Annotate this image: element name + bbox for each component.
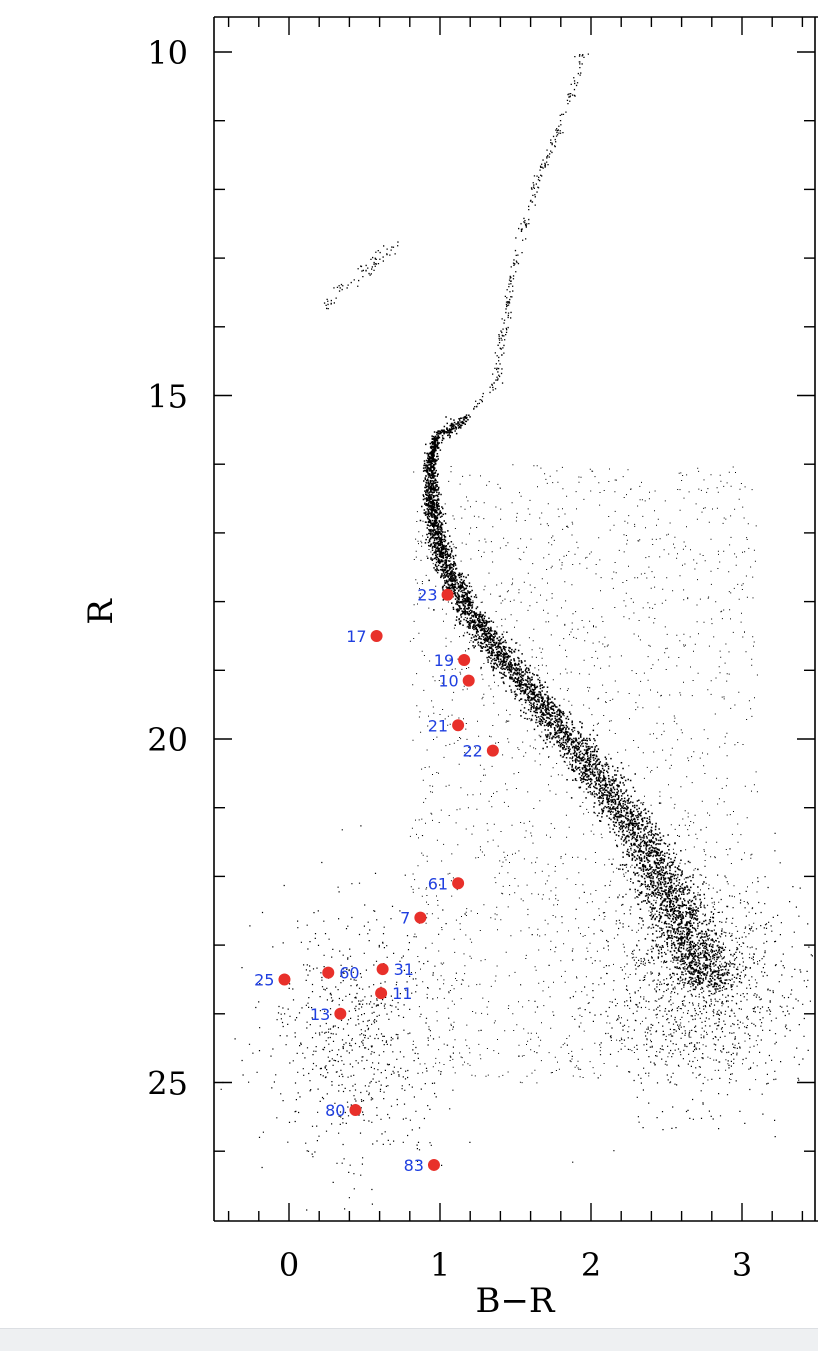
star-label: 83: [404, 1156, 424, 1175]
y-axis-label: R: [81, 598, 121, 625]
x-tick-label: 1: [430, 1246, 450, 1284]
field-stars-layer: [220, 53, 814, 1211]
star-label: 10: [438, 672, 458, 691]
x-tick-label: 2: [581, 1246, 601, 1284]
star-label: 7: [400, 909, 410, 928]
star-label: 31: [394, 960, 414, 979]
star-10: 10: [438, 672, 475, 691]
x-tick-label: 0: [279, 1246, 299, 1284]
x-tick-label: 3: [732, 1246, 752, 1284]
star-label: 17: [346, 627, 366, 646]
window-bottom-strip: [0, 1328, 818, 1351]
y-tick-label: 15: [147, 378, 188, 416]
star-23: 23: [417, 586, 454, 605]
star-25: 25: [254, 970, 291, 989]
star-label: 23: [417, 586, 437, 605]
star-marker: [427, 1158, 440, 1171]
star-60: 60: [322, 964, 360, 983]
y-tick-label: 20: [147, 721, 188, 759]
star-21: 21: [428, 716, 465, 735]
star-label: 22: [462, 742, 482, 761]
plot-frame: [213, 16, 818, 1222]
star-11: 11: [375, 984, 412, 1003]
y-tick-label: 25: [147, 1065, 188, 1103]
x-axis-label: B−R: [475, 1281, 555, 1321]
star-marker: [376, 963, 389, 976]
star-marker: [452, 719, 465, 732]
star-marker: [414, 911, 427, 924]
star-marker: [375, 987, 388, 1000]
star-marker: [452, 877, 465, 890]
star-label: 61: [428, 874, 448, 893]
highlighted-stars: 23 17 19 10 21 22 61 7 25 60 31 11 13 80 83: [254, 586, 499, 1175]
star-61: 61: [428, 874, 465, 893]
y-tick-label: 10: [147, 34, 188, 72]
axis-ticks: [214, 17, 815, 1221]
star-label: 80: [325, 1101, 345, 1120]
star-label: 21: [428, 716, 448, 735]
star-83: 83: [404, 1156, 440, 1175]
field-star-points: [220, 53, 814, 1211]
star-label: 11: [392, 984, 412, 1003]
star-marker: [334, 1007, 347, 1020]
star-marker: [441, 588, 454, 601]
star-label: 19: [434, 651, 454, 670]
star-marker: [486, 744, 499, 757]
star-marker: [322, 966, 335, 979]
star-13: 13: [310, 1005, 347, 1024]
star-80: 80: [325, 1101, 362, 1120]
star-17: 17: [346, 627, 383, 646]
star-marker: [278, 973, 291, 986]
star-31: 31: [376, 960, 414, 979]
star-19: 19: [434, 651, 471, 670]
star-22: 22: [462, 742, 499, 761]
star-marker: [370, 629, 383, 642]
star-marker: [462, 674, 475, 687]
star-7: 7: [400, 909, 427, 928]
star-marker: [349, 1103, 362, 1116]
star-label: 60: [339, 964, 359, 983]
star-marker: [458, 653, 471, 666]
star-label: 13: [310, 1005, 330, 1024]
star-label: 25: [254, 970, 274, 989]
